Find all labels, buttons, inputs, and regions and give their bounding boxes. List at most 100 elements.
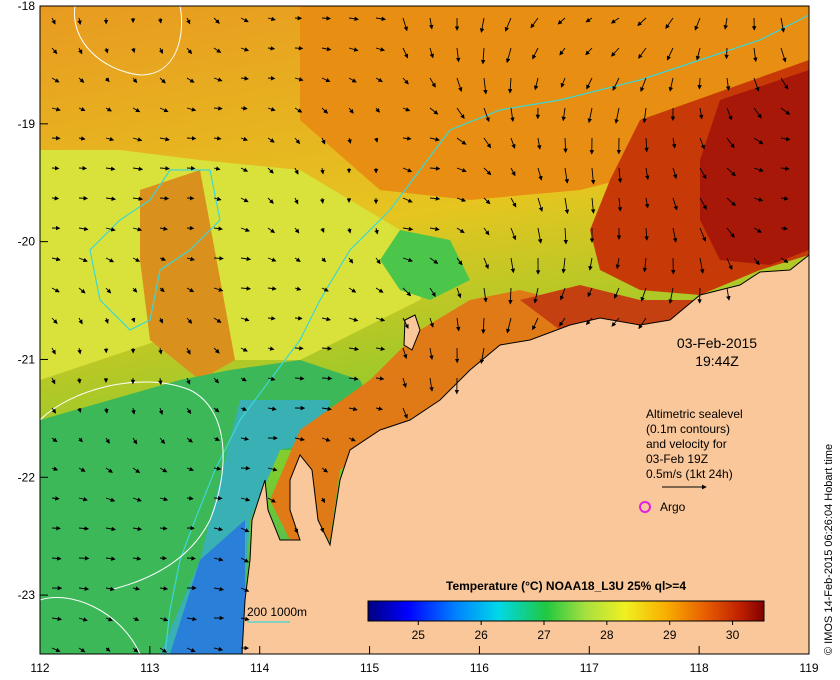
velocity-arrow — [347, 227, 352, 234]
velocity-arrow — [638, 317, 647, 330]
velocity-arrow — [213, 407, 220, 413]
velocity-arrow — [294, 197, 299, 205]
velocity-arrow — [672, 227, 678, 243]
velocity-arrow — [78, 317, 83, 325]
velocity-arrow — [132, 647, 139, 653]
velocity-arrow — [402, 197, 413, 203]
velocity-arrow — [51, 437, 58, 443]
velocity-arrow — [186, 17, 191, 25]
velocity-arrow — [483, 77, 488, 95]
velocity-arrow — [320, 167, 325, 175]
velocity-arrow — [294, 436, 305, 442]
velocity-arrow — [186, 437, 193, 443]
velocity-arrow — [51, 377, 56, 385]
velocity-arrow — [402, 167, 413, 173]
velocity-arrow — [479, 347, 485, 365]
lat-tick-label: -20 — [18, 235, 36, 249]
velocity-arrow — [753, 197, 764, 202]
velocity-arrow — [671, 137, 677, 149]
velocity-arrow — [726, 167, 736, 177]
velocity-arrow — [213, 466, 222, 471]
velocity-arrow — [105, 497, 116, 502]
velocity-arrow — [105, 196, 116, 201]
velocity-arrow — [213, 136, 222, 141]
velocity-arrow — [159, 226, 168, 231]
velocity-arrow — [78, 226, 89, 232]
date-label: 03-Feb-2015 — [677, 335, 757, 351]
velocity-arrow — [561, 107, 566, 122]
velocity-arrow — [213, 196, 222, 202]
velocity-arrow — [51, 347, 56, 355]
velocity-arrow — [158, 377, 163, 385]
velocity-arrow — [504, 17, 512, 32]
lat-tick-label: -19 — [18, 117, 36, 131]
velocity-arrow — [483, 287, 488, 303]
velocity-arrow — [699, 137, 705, 150]
axis-ticks: 112 113 114 115 116 117 118 119 -18 -19 -20 -21 -22 -… — [18, 0, 819, 675]
velocity-arrow — [585, 17, 593, 23]
time-label: 19:44Z — [695, 353, 739, 369]
velocity-arrow — [321, 467, 329, 473]
velocity-arrow — [132, 586, 141, 591]
velocity-arrow — [105, 227, 116, 232]
velocity-arrow — [348, 437, 356, 442]
velocity-arrow — [456, 167, 467, 173]
velocity-arrow — [51, 256, 61, 262]
velocity-arrow — [642, 257, 648, 273]
velocity-arrow — [159, 287, 165, 293]
velocity-arrow — [51, 317, 58, 324]
velocity-arrow — [105, 467, 113, 473]
velocity-arrow — [559, 317, 566, 327]
velocity-arrow — [132, 556, 142, 561]
velocity-arrow — [158, 407, 164, 415]
velocity-arrow — [321, 287, 329, 292]
velocity-arrow — [294, 286, 302, 291]
velocity-arrow — [510, 137, 516, 149]
velocity-arrow — [532, 317, 539, 331]
velocity-arrow — [348, 77, 357, 83]
colorbar-title: Temperature (°C) NOAA18_L3U 25% ql>=4 — [446, 579, 686, 593]
velocity-arrow — [587, 107, 593, 124]
velocity-arrow — [78, 287, 86, 294]
velocity-arrow — [132, 196, 144, 202]
velocity-arrow — [213, 77, 223, 82]
lon-tick-label: 112 — [30, 661, 49, 675]
velocity-arrow — [644, 197, 650, 209]
velocity-arrow — [753, 107, 762, 119]
velocity-arrow — [780, 47, 787, 63]
velocity-arrow — [159, 107, 169, 113]
velocity-arrow — [697, 77, 702, 90]
colorbar: Temperature (°C) NOAA18_L3U 25% ql>=4 25… — [367, 579, 765, 642]
altimetry-line-4: 03-Feb 19Z — [646, 452, 708, 466]
velocity-arrow — [213, 646, 224, 652]
velocity-arrow — [587, 287, 593, 298]
velocity-arrow — [78, 136, 86, 141]
velocity-arrow — [588, 257, 593, 271]
velocity-arrow — [240, 76, 249, 81]
velocity-arrow — [321, 46, 332, 52]
velocity-arrow — [186, 107, 197, 112]
velocity-arrow — [240, 406, 248, 411]
velocity-arrow — [780, 77, 789, 90]
velocity-arrow — [402, 226, 414, 232]
velocity-arrow — [402, 136, 412, 141]
velocity-arrow — [186, 47, 193, 55]
velocity-arrow — [213, 347, 220, 354]
lon-tick-label: 114 — [250, 661, 269, 675]
map-panel: 03-Feb-2015 19:44Z Altimetric sealevel (… — [40, 6, 809, 654]
velocity-arrow — [267, 286, 277, 291]
velocity-arrow — [559, 287, 566, 301]
velocity-arrow — [563, 137, 568, 154]
velocity-arrow — [644, 137, 649, 153]
velocity-arrow — [240, 227, 250, 232]
velocity-arrow — [612, 77, 620, 91]
velocity-arrow — [563, 227, 569, 245]
velocity-arrow — [780, 226, 788, 231]
velocity-arrow — [753, 77, 760, 92]
velocity-arrow — [213, 256, 224, 261]
velocity-arrow — [726, 287, 731, 301]
velocity-arrow — [402, 347, 408, 359]
velocity-arrow — [510, 167, 516, 177]
velocity-arrow — [644, 227, 649, 241]
velocity-arrow — [348, 107, 354, 114]
